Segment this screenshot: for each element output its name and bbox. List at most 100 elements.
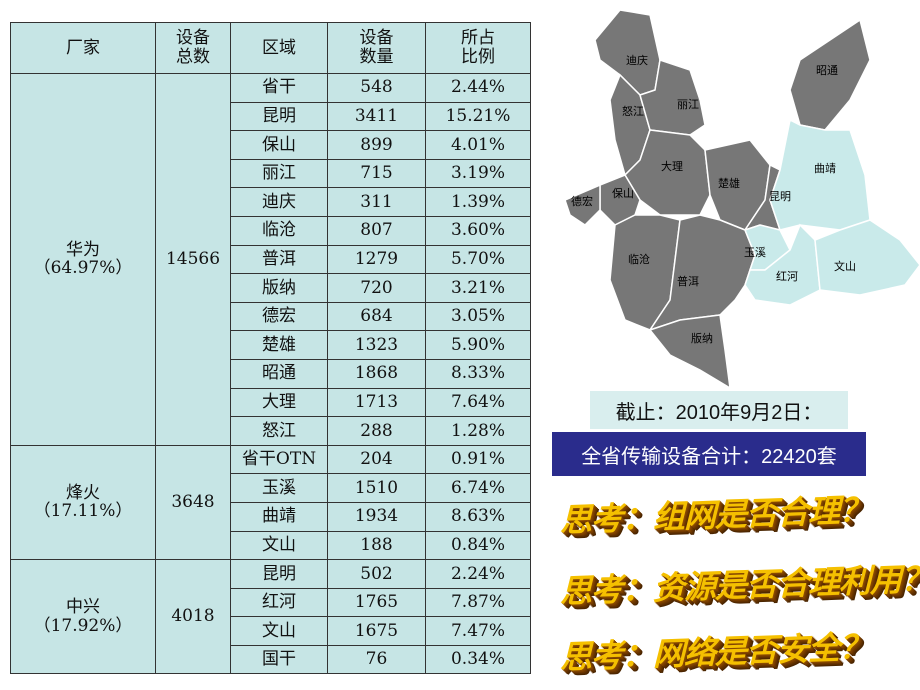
count-cell: 76 xyxy=(327,644,426,675)
region-cell: 普洱 xyxy=(230,244,328,275)
region-cell: 昆明 xyxy=(230,101,328,132)
ratio-cell: 7.87% xyxy=(425,587,531,618)
header-cell: 设备 总数 xyxy=(155,22,231,74)
count-cell: 899 xyxy=(327,130,426,160)
count-cell: 3411 xyxy=(327,101,426,132)
ratio-cell: 1.39% xyxy=(425,187,531,217)
ratio-cell: 0.91% xyxy=(425,444,531,475)
map-regions-east xyxy=(744,118,920,306)
map-label: 临沧 xyxy=(628,252,650,266)
header-text: 比例 xyxy=(461,47,495,67)
header-cell: 设备 数量 xyxy=(327,22,426,74)
vendor-name: 烽火 xyxy=(66,482,100,503)
data-row: 红河 1765 7.87% xyxy=(11,587,531,618)
region-cell: 大理 xyxy=(230,387,328,418)
map-label: 大理 xyxy=(661,159,683,173)
vendor-share: （64.97%） xyxy=(33,258,133,279)
region-cell: 曲靖 xyxy=(230,501,328,532)
total-cell: 4018 xyxy=(155,559,231,675)
header-cell: 区域 xyxy=(230,22,328,74)
data-row: 丽江 715 3.19% xyxy=(11,158,531,189)
count-cell: 1323 xyxy=(327,330,426,360)
region-cell: 保山 xyxy=(230,130,328,160)
ratio-cell: 7.64% xyxy=(425,387,531,418)
data-row: 国干 76 0.34% xyxy=(11,644,531,675)
header-text: 厂家 xyxy=(66,37,100,58)
header-row: 厂家 设备 总数 区域 设备 数量 所占 比例 xyxy=(10,22,531,74)
vendor-cell: 华为 （64.97%） xyxy=(10,73,156,446)
data-row: 楚雄 1323 5.90% xyxy=(11,330,531,360)
total-note: 全省传输设备合计：22420套 xyxy=(552,432,866,476)
data-row: 文山 188 0.84% xyxy=(11,530,531,561)
header-text: 设备 xyxy=(359,28,394,49)
ratio-cell: 5.90% xyxy=(425,330,531,360)
region-cell: 文山 xyxy=(230,616,328,646)
region-cell: 版纳 xyxy=(230,273,328,303)
vendor-name: 华为 xyxy=(66,239,100,260)
ratio-cell: 1.28% xyxy=(425,416,531,446)
map-label: 玉溪 xyxy=(744,246,766,259)
ratio-cell: 3.60% xyxy=(425,215,531,246)
vendor-share: （17.11%） xyxy=(33,501,133,522)
map-label: 版纳 xyxy=(691,331,713,345)
total-cell: 14566 xyxy=(155,73,231,446)
ratio-cell: 8.63% xyxy=(425,501,531,532)
region-cell: 红河 xyxy=(230,587,328,618)
ratio-cell: 4.01% xyxy=(425,130,531,160)
count-cell: 1713 xyxy=(327,387,426,418)
count-cell: 807 xyxy=(327,215,426,246)
map-label: 怒江 xyxy=(622,104,644,118)
region-cell: 玉溪 xyxy=(230,473,328,503)
thought: 思考：网络是否安全？ xyxy=(560,627,871,677)
region-cell: 国干 xyxy=(230,644,328,675)
region-cell: 德宏 xyxy=(230,301,328,332)
data-row: 德宏 684 3.05% xyxy=(11,301,531,332)
count-cell: 1279 xyxy=(327,244,426,275)
count-cell: 1510 xyxy=(327,473,426,503)
data-row: 华为 （64.97%） 14566 省干 548 2.44% xyxy=(10,73,531,446)
ratio-cell: 8.33% xyxy=(425,358,531,389)
ratio-cell: 0.84% xyxy=(425,530,531,561)
ratio-cell: 2.24% xyxy=(425,559,531,589)
ratio-cell: 0.34% xyxy=(425,644,531,675)
ratio-cell: 5.70% xyxy=(425,244,531,275)
map-label: 德宏 xyxy=(571,194,593,208)
data-row: 普洱 1279 5.70% xyxy=(11,244,531,275)
header-text: 数量 xyxy=(359,47,394,67)
ratio-cell: 7.47% xyxy=(425,616,531,646)
thought: 思考：资源是否合理利用？ xyxy=(560,559,920,611)
header-text: 总数 xyxy=(176,47,210,67)
region-cell: 迪庆 xyxy=(230,187,328,217)
map-label: 昭通 xyxy=(816,64,838,77)
count-cell: 715 xyxy=(327,158,426,189)
region-cell: 临沧 xyxy=(230,215,328,246)
count-cell: 720 xyxy=(327,273,426,303)
ratio-cell: 15.21% xyxy=(425,101,531,132)
device-table: 厂家 设备 总数 区域 设备 数量 所占 比例 华为 （64.97%） 14566 省干 548 2.44… xyxy=(10,22,531,675)
date-note: 截止：2010年9月2日： xyxy=(590,391,848,429)
data-row: 昆明 3411 15.21% xyxy=(11,101,531,132)
vendor-share: （17.92%） xyxy=(33,615,133,636)
thought: 思考：组网是否合理？ xyxy=(560,490,871,540)
region-cell: 省干OTN xyxy=(230,444,328,475)
data-row: 版纳 720 3.21% xyxy=(11,273,531,303)
map-label: 楚雄 xyxy=(718,176,740,190)
map-label: 昆明 xyxy=(769,190,791,203)
count-cell: 188 xyxy=(327,530,426,561)
count-cell: 548 xyxy=(327,73,426,103)
ratio-cell: 3.21% xyxy=(425,273,531,303)
map-label: 迪庆 xyxy=(626,53,648,67)
map-label: 文山 xyxy=(834,259,856,273)
count-cell: 1675 xyxy=(327,616,426,646)
data-row: 中兴 （17.92%） 4018 昆明 502 2.24% xyxy=(10,559,531,675)
data-row: 昭通 1868 8.33% xyxy=(11,358,531,389)
region-cell: 文山 xyxy=(230,530,328,561)
map-label: 丽江 xyxy=(677,98,699,111)
map-label: 红河 xyxy=(776,270,798,283)
ratio-cell: 2.44% xyxy=(425,73,531,103)
count-cell: 1868 xyxy=(327,358,426,389)
region-cell: 楚雄 xyxy=(230,330,328,360)
data-row: 迪庆 311 1.39% xyxy=(11,187,531,217)
vendor-name: 中兴 xyxy=(66,597,100,618)
